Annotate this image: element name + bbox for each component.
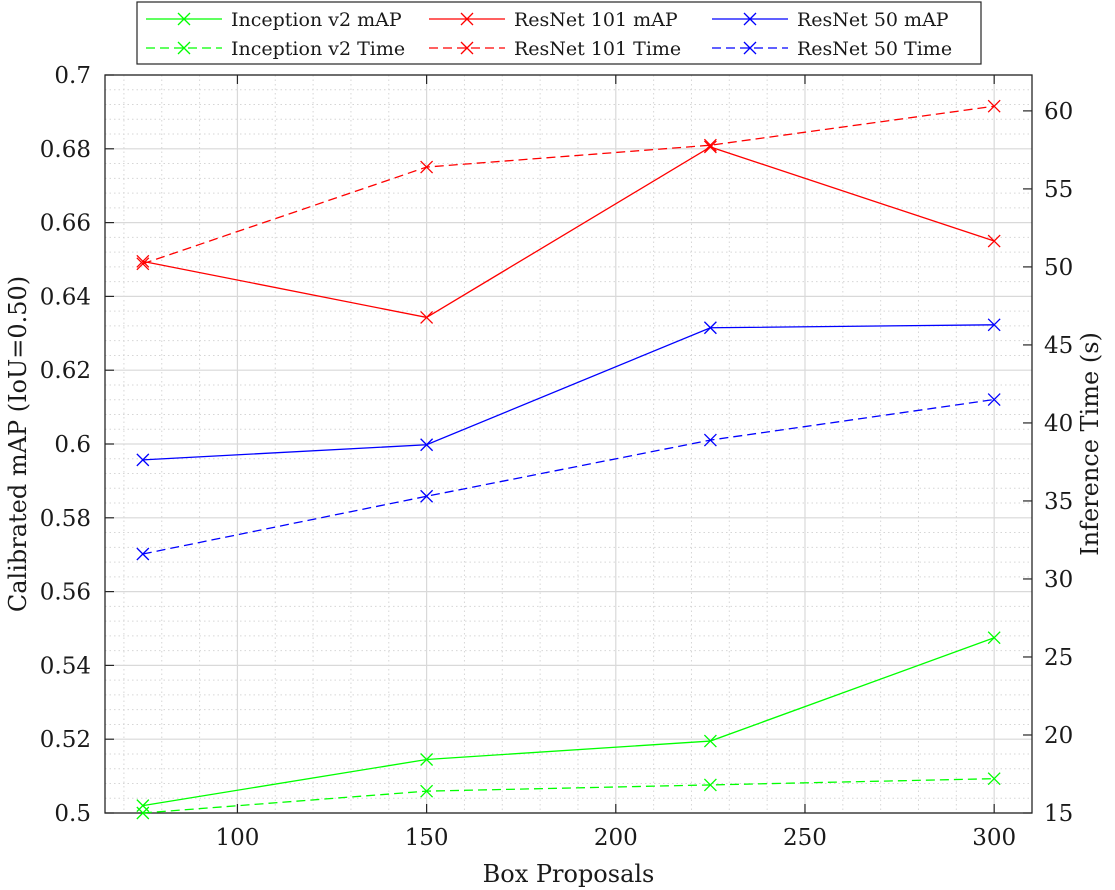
legend-marker xyxy=(460,12,474,26)
data-point xyxy=(136,453,150,467)
legend-label: ResNet 101 mAP xyxy=(514,9,678,31)
data-point xyxy=(987,99,1001,113)
x-tick-label: 250 xyxy=(783,825,827,851)
y-right-tick-label: 25 xyxy=(1044,645,1073,671)
data-point xyxy=(420,160,434,174)
data-point xyxy=(987,772,1001,786)
series-line xyxy=(142,778,995,814)
data-point xyxy=(703,778,717,792)
legend-label: ResNet 50 mAP xyxy=(797,9,949,31)
y-left-tick-label: 0.54 xyxy=(40,653,91,679)
legend: Inception v2 mAP ResNet 101 mAP ResNet 50 … xyxy=(136,1,982,65)
series-inception-v2-time xyxy=(136,772,1001,820)
x-tick-label: 200 xyxy=(594,825,638,851)
legend-item: Inception v2 Time xyxy=(146,38,405,60)
legend-label: Inception v2 Time xyxy=(231,38,405,60)
data-point xyxy=(703,321,717,335)
series-line xyxy=(142,146,995,319)
legend-item: ResNet 101 Time xyxy=(429,38,681,60)
y-right-tick-label: 35 xyxy=(1044,489,1073,515)
data-point xyxy=(703,138,717,152)
legend-item: ResNet 101 mAP xyxy=(429,9,678,31)
x-tick-label: 150 xyxy=(405,825,449,851)
legend-marker xyxy=(743,12,757,26)
y-right-axis-title: Inference Time (s) xyxy=(1076,332,1104,556)
y-right-tick-label: 30 xyxy=(1044,567,1073,593)
y-right-tick-label: 20 xyxy=(1044,723,1073,749)
data-point xyxy=(420,438,434,452)
series-line xyxy=(142,324,995,461)
data-point xyxy=(420,310,434,324)
y-right-tick-label: 45 xyxy=(1044,333,1073,359)
y-left-axis-title: Calibrated mAP (IoU=0.50) xyxy=(4,276,32,612)
y-right-tick-label: 15 xyxy=(1044,801,1073,827)
legend-marker xyxy=(177,12,191,26)
grid-lines xyxy=(105,74,1033,814)
data-point xyxy=(136,806,150,820)
data-point xyxy=(420,489,434,503)
y-right-tick-label: 50 xyxy=(1044,255,1073,281)
y-left-tick-label: 0.56 xyxy=(40,580,91,606)
data-point xyxy=(987,631,1001,645)
data-point xyxy=(703,734,717,748)
y-right-tick-label: 40 xyxy=(1044,411,1073,437)
data-point xyxy=(136,547,150,561)
legend-marker xyxy=(743,41,757,55)
data-point xyxy=(703,140,717,154)
series-resnet-101-map xyxy=(136,140,1001,324)
data-point xyxy=(420,753,434,766)
y-left-tick-label: 0.68 xyxy=(40,137,91,163)
legend-box xyxy=(136,1,982,65)
legend-item: Inception v2 mAP xyxy=(146,9,402,31)
y-right-tick-label: 55 xyxy=(1044,177,1073,203)
data-point xyxy=(987,318,1001,332)
x-tick-label: 300 xyxy=(972,825,1016,851)
y-left-tick-label: 0.66 xyxy=(40,211,91,237)
y-left-tick-label: 0.52 xyxy=(40,727,91,753)
data-point xyxy=(136,257,150,271)
y-left-tick-label: 0.6 xyxy=(54,432,91,458)
x-axis-title: Box Proposals xyxy=(483,860,655,888)
series-resnet-50-time xyxy=(136,393,1001,561)
y-right-tick-label: 60 xyxy=(1044,99,1073,125)
legend-label: ResNet 50 Time xyxy=(797,38,952,60)
x-tick-label: 100 xyxy=(215,825,259,851)
data-point xyxy=(420,784,434,798)
y-left-tick-label: 0.5 xyxy=(54,801,91,827)
data-point xyxy=(987,393,1001,406)
data-point xyxy=(987,234,1001,248)
legend-item: ResNet 50 Time xyxy=(712,38,952,60)
legend-marker xyxy=(177,41,191,55)
y-left-tick-label: 0.62 xyxy=(40,358,91,384)
y-left-tick-label: 0.64 xyxy=(40,284,91,310)
legend-item: ResNet 50 mAP xyxy=(712,9,949,31)
legend-marker xyxy=(460,41,474,55)
series-resnet-50-map xyxy=(136,318,1001,467)
series-line xyxy=(142,105,995,265)
series-line xyxy=(142,398,995,555)
legend-label: Inception v2 mAP xyxy=(231,9,402,31)
data-point xyxy=(703,433,717,447)
series-line xyxy=(142,637,995,807)
legend-label: ResNet 101 Time xyxy=(514,38,681,60)
series-resnet-101-time xyxy=(136,99,1001,271)
data-point xyxy=(136,254,150,268)
y-left-tick-label: 0.58 xyxy=(40,506,91,532)
y-left-tick-label: 0.7 xyxy=(54,63,91,89)
